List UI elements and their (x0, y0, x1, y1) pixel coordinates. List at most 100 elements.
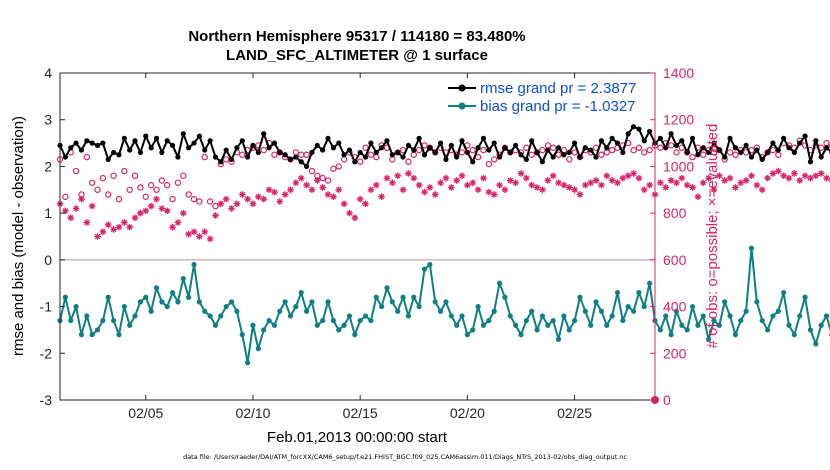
rmse-point (732, 145, 739, 151)
obs-evaluated-point (244, 195, 251, 203)
rmse-point (68, 145, 74, 151)
rmse-point (764, 149, 771, 156)
obs-evaluated-point (303, 181, 310, 189)
obs-possible-point (405, 158, 412, 165)
bias-point (657, 327, 663, 333)
obs-possible-point (710, 149, 718, 156)
rmse-point (127, 147, 133, 153)
obs-possible-point (201, 153, 208, 161)
obs-evaluated-point (110, 226, 117, 233)
rmse-point (679, 138, 685, 144)
obs-evaluated-point (801, 172, 809, 180)
obs-possible-point (239, 151, 246, 158)
rmse-point (636, 126, 642, 132)
rmse-point (186, 145, 192, 151)
rmse-point (303, 163, 310, 170)
obs-possible-point (319, 174, 326, 182)
bias-point (561, 313, 567, 319)
obs-evaluated-point (362, 200, 369, 208)
y-right-tick-label: 200 (663, 345, 687, 361)
obs-evaluated-point (774, 167, 782, 175)
rmse-point (647, 128, 653, 134)
obs-evaluated-point (807, 174, 814, 182)
bias-point (143, 294, 149, 300)
bias-point (781, 289, 787, 296)
obs-evaluated-point (630, 170, 637, 177)
obs-evaluated-point (372, 181, 380, 189)
bias-point (373, 294, 379, 300)
obs-possible-point (630, 146, 637, 154)
obs-evaluated-point (769, 170, 777, 177)
obs-possible-point (608, 146, 616, 154)
obs-evaluated-point (394, 172, 402, 180)
bias-point (293, 303, 299, 310)
rmse-point (357, 149, 363, 156)
rmse-point (448, 142, 454, 149)
rmse-point (663, 145, 669, 151)
rmse-point (271, 140, 278, 146)
obs-evaluated-point (442, 174, 450, 182)
bias-point (255, 346, 261, 352)
bias-point (89, 332, 95, 338)
bias-point (127, 322, 133, 328)
bias-point (389, 299, 395, 305)
rmse-point (459, 138, 465, 144)
rmse-point (261, 131, 267, 137)
bias-point (625, 303, 631, 310)
rmse-point (78, 147, 85, 153)
rmse-point (807, 159, 814, 165)
obs-possible-point (415, 146, 423, 154)
obs-evaluated-point (662, 184, 670, 191)
obs-evaluated-point (791, 170, 798, 177)
bias-point (764, 327, 771, 333)
obs-evaluated-point (137, 209, 144, 217)
rmse-point (62, 154, 68, 160)
obs-evaluated-point (635, 174, 643, 182)
bias-point (673, 308, 680, 314)
rmse-point (700, 145, 706, 151)
x-axis-label: Feb.01,2013 00:00:00 start (267, 429, 448, 446)
rmse-point (480, 135, 487, 141)
obs-possible-point (480, 146, 487, 154)
obs-evaluated-point (732, 184, 739, 191)
obs-evaluated-point (716, 172, 723, 180)
obs-evaluated-point (748, 172, 755, 180)
bias-point (400, 294, 406, 300)
rmse-point (330, 145, 336, 151)
y-right-tick-label: 800 (663, 205, 687, 221)
obs-evaluated-point (249, 200, 257, 208)
obs-evaluated-point (469, 179, 477, 187)
obs-evaluated-point (705, 174, 712, 182)
obs-evaluated-point (367, 186, 375, 194)
y-right-tick-label: 400 (663, 299, 687, 315)
obs-possible-point (566, 156, 573, 163)
rmse-point (566, 149, 572, 156)
rmse-point (373, 149, 379, 156)
rmse-point (336, 140, 342, 146)
rmse-point (706, 149, 712, 156)
bias-point (153, 285, 160, 291)
obs-possible-point (700, 151, 707, 158)
rmse-point (180, 131, 186, 137)
x-tick-label: 02/15 (343, 405, 378, 421)
y-tick-label: 0 (44, 252, 52, 268)
obs-evaluated-point (324, 191, 332, 198)
rmse-point (711, 140, 717, 146)
obs-evaluated-point (437, 179, 444, 187)
obs-evaluated-point (512, 179, 519, 187)
bias-point (239, 332, 245, 338)
obs-evaluated-point (78, 195, 85, 203)
obs-possible-point (142, 193, 149, 200)
obs-evaluated-point (764, 174, 771, 182)
bias-point (577, 294, 583, 300)
bias-point (94, 327, 101, 333)
bias-point (443, 299, 449, 305)
obs-evaluated-point (726, 174, 734, 182)
rmse-point (577, 154, 583, 160)
rmse-point (84, 138, 90, 144)
x-tick-label: 02/10 (235, 405, 270, 421)
bias-point (480, 322, 487, 328)
bias-point (807, 327, 814, 333)
bias-point (604, 322, 610, 328)
obs-evaluated-point (340, 200, 348, 208)
